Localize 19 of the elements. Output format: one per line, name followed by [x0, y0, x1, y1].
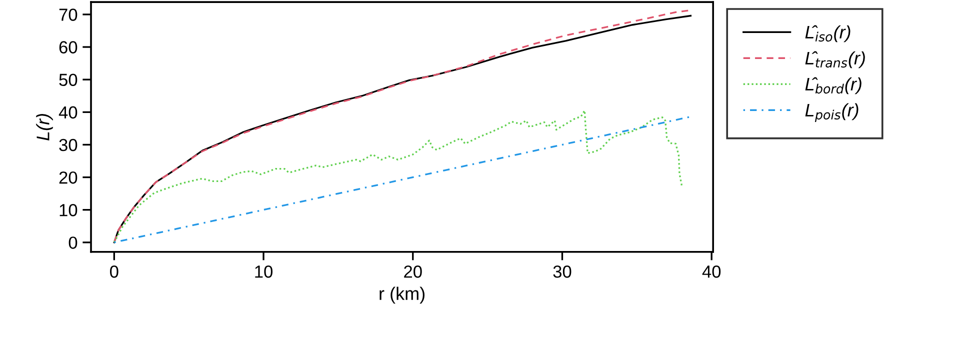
- y-tick-label: 20: [59, 171, 78, 184]
- y-tick-label: 30: [59, 138, 78, 152]
- y-tick-label: 60: [59, 41, 78, 54]
- x-tick-label: 0: [110, 266, 118, 278]
- x-tick-label: 20: [404, 266, 422, 278]
- legend-label: L̂$_{iso}$(r): [805, 25, 850, 42]
- y-tick-label: 0: [68, 236, 78, 249]
- legend-label: L̂$_{bord}$(r): [805, 77, 862, 94]
- y-tick-label: 50: [59, 74, 78, 86]
- x-tick-label: 10: [255, 266, 272, 278]
- legend-label: L̂$_{trans}$(r): [805, 51, 865, 68]
- legend-label: L$_{pois}$(r): [805, 103, 858, 122]
- y-tick-label: 70: [59, 8, 78, 21]
- y-tick-label: 40: [58, 106, 78, 119]
- y-axis-title: L(r): [36, 114, 53, 140]
- x-tick-label: 30: [553, 266, 572, 278]
- y-tick-label: 10: [60, 204, 78, 216]
- x-tick-label: 40: [702, 266, 721, 278]
- x-axis-title: r (km): [380, 286, 424, 304]
